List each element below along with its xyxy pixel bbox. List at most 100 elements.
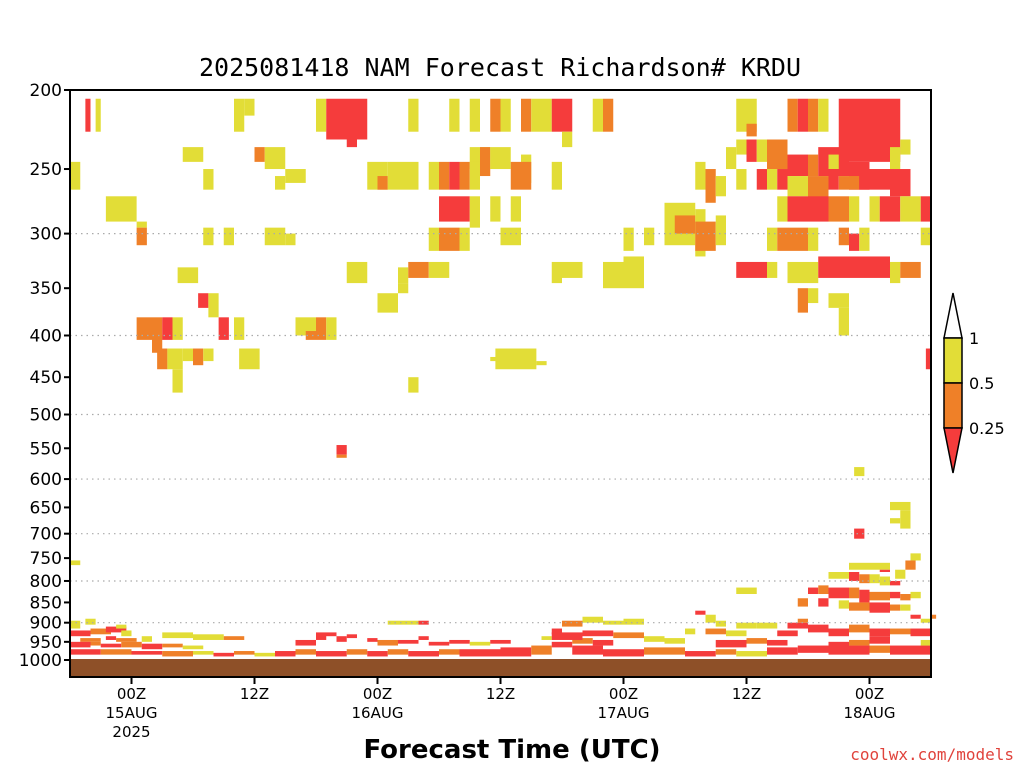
ri-cell bbox=[305, 331, 316, 340]
ri-cell bbox=[316, 98, 327, 132]
ri-cell bbox=[808, 176, 829, 203]
ri-cell bbox=[797, 98, 808, 132]
ri-cell bbox=[828, 169, 839, 190]
ri-cell bbox=[193, 348, 204, 366]
x-tick-label: 00Z bbox=[117, 685, 146, 703]
ri-cell bbox=[295, 649, 316, 655]
y-tick-label: 250 bbox=[30, 160, 62, 180]
ri-cell bbox=[346, 649, 368, 655]
ri-cell bbox=[603, 98, 614, 132]
ri-cell bbox=[141, 643, 163, 650]
ri-cell bbox=[890, 518, 901, 524]
ri-cell bbox=[787, 154, 808, 177]
ri-cell bbox=[767, 227, 778, 251]
ri-cell bbox=[449, 161, 460, 190]
ri-cell bbox=[869, 602, 890, 613]
ri-cell bbox=[131, 651, 163, 655]
ri-cell bbox=[900, 604, 911, 611]
ri-cell bbox=[162, 632, 193, 639]
x-tick-label: 15AUG bbox=[106, 704, 158, 722]
ri-cell bbox=[562, 261, 583, 278]
ri-cell bbox=[746, 139, 757, 162]
x-tick-label: 12Z bbox=[240, 685, 269, 703]
ri-cell bbox=[797, 645, 829, 653]
ri-cell bbox=[900, 139, 911, 155]
ri-cell bbox=[818, 598, 829, 607]
ri-cell bbox=[116, 638, 137, 642]
ri-cell bbox=[890, 591, 901, 599]
x-tick-label: 00Z bbox=[609, 685, 638, 703]
ri-cell bbox=[726, 630, 747, 637]
ri-cell bbox=[500, 98, 511, 132]
ri-cell bbox=[603, 261, 624, 289]
ri-cell bbox=[849, 233, 860, 251]
y-tick-label: 550 bbox=[30, 439, 62, 459]
ri-cell bbox=[756, 622, 778, 629]
ri-cell bbox=[869, 591, 890, 601]
ri-cell bbox=[869, 636, 890, 644]
ri-cell bbox=[172, 317, 183, 340]
ri-cell bbox=[808, 98, 819, 132]
ri-cell bbox=[449, 639, 470, 644]
ri-cell bbox=[726, 147, 737, 170]
ri-cell bbox=[70, 641, 91, 648]
ri-cell bbox=[910, 591, 921, 599]
ri-cell bbox=[121, 630, 132, 637]
ri-cell bbox=[756, 169, 767, 190]
ri-cell bbox=[920, 227, 931, 246]
ri-cell bbox=[736, 261, 767, 278]
ri-cell bbox=[849, 587, 860, 599]
ri-cell bbox=[326, 317, 337, 340]
ri-cell bbox=[910, 628, 931, 637]
ri-cell bbox=[439, 649, 460, 655]
ri-cell bbox=[695, 221, 716, 251]
ri-cell bbox=[869, 574, 880, 584]
ri-cell bbox=[808, 154, 819, 177]
chart-title: 2025081418 NAM Forecast Richardson# KRDU bbox=[199, 53, 801, 82]
ri-cell bbox=[398, 267, 409, 284]
y-tick-label: 300 bbox=[30, 225, 62, 245]
ri-cell bbox=[859, 169, 870, 190]
y-tick-label: 1000 bbox=[19, 651, 62, 671]
ri-cell bbox=[838, 227, 849, 246]
ri-cell bbox=[295, 169, 306, 183]
ri-cell bbox=[449, 98, 460, 132]
y-tick-label: 350 bbox=[30, 279, 62, 299]
ri-cell bbox=[859, 589, 870, 603]
ri-cell bbox=[254, 147, 265, 162]
ri-cell bbox=[859, 574, 870, 584]
ri-cell bbox=[495, 348, 537, 370]
ri-cell bbox=[736, 169, 747, 190]
ri-cell bbox=[428, 161, 439, 190]
ri-cell bbox=[285, 169, 296, 183]
ri-cell bbox=[551, 161, 562, 190]
ri-cell bbox=[336, 636, 347, 642]
ri-cell bbox=[777, 630, 798, 637]
x-tick-label: 17AUG bbox=[598, 704, 650, 722]
ri-cell bbox=[254, 652, 275, 657]
ri-cell bbox=[428, 261, 450, 278]
ri-cell bbox=[208, 293, 219, 318]
ri-cell bbox=[182, 348, 193, 362]
ri-cell bbox=[854, 528, 865, 539]
ri-cell bbox=[890, 604, 901, 611]
ri-cell bbox=[367, 638, 378, 642]
ri-cell bbox=[551, 98, 573, 132]
ri-cell bbox=[572, 638, 593, 644]
ri-cell bbox=[746, 123, 757, 137]
ri-cell bbox=[849, 639, 870, 646]
ri-cell bbox=[275, 651, 296, 657]
ri-cell bbox=[869, 628, 890, 637]
ri-cell bbox=[777, 196, 788, 222]
legend-bin-yellow bbox=[943, 337, 963, 384]
ri-cell bbox=[367, 651, 388, 657]
ri-cell bbox=[767, 261, 778, 278]
legend-label: 0.5 bbox=[969, 374, 994, 393]
ri-cell bbox=[797, 598, 808, 607]
ri-cell bbox=[408, 98, 419, 132]
ri-cell bbox=[828, 196, 849, 222]
ri-cell bbox=[223, 636, 245, 640]
ri-cell bbox=[746, 638, 767, 644]
ri-cell bbox=[644, 647, 685, 655]
ri-cell bbox=[931, 614, 937, 619]
